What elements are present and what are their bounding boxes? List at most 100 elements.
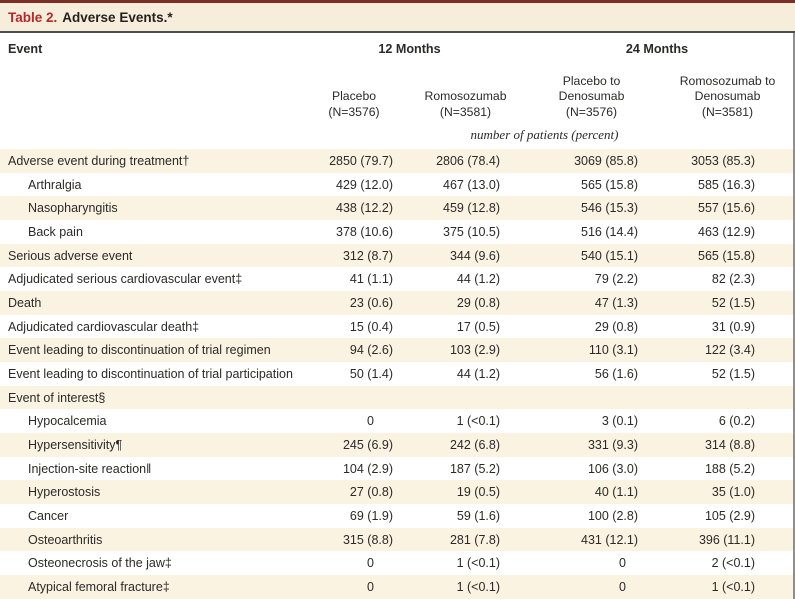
table-row: Injection-site reaction‖ 104 (2.9) 187 (…	[0, 457, 793, 481]
column-header-romosozumab-to-denosumab: Romosozumab to Denosumab (N=3581)	[679, 73, 776, 119]
value-cell-romosozumab: 1 (<0.1)	[456, 579, 500, 594]
value-cell-romosozumab: 459 (12.8)	[443, 201, 500, 216]
row-label: Adverse event during treatment†	[8, 153, 190, 168]
table-row: Back pain 378 (10.6) 375 (10.5) 516 (14.…	[0, 220, 793, 244]
value-cell-romosozumab-to-denosumab: 122 (3.4)	[704, 343, 755, 358]
value-cell-placebo: 94 (2.6)	[349, 343, 393, 358]
value-cell-placebo-to-denosumab: 100 (2.8)	[587, 508, 638, 523]
value-cell-placebo-to-denosumab: 106 (3.0)	[587, 461, 638, 476]
value-cell-romosozumab: 59 (1.6)	[456, 508, 500, 523]
column-header-placebo: Placebo (N=3576)	[328, 89, 380, 119]
value-cell-placebo-to-denosumab: 0	[619, 556, 626, 571]
value-cell-placebo: 429 (12.0)	[336, 177, 393, 192]
value-cell-placebo: 50 (1.4)	[349, 366, 393, 381]
value-cell-placebo-to-denosumab: 540 (15.1)	[581, 248, 638, 263]
value-cell-romosozumab: 1 (<0.1)	[456, 556, 500, 571]
table-row: Arthralgia 429 (12.0) 467 (13.0) 565 (15…	[0, 173, 793, 197]
row-label: Arthralgia	[28, 177, 82, 192]
value-cell-placebo-to-denosumab: 29 (0.8)	[594, 319, 638, 334]
table-row: Event leading to discontinuation of tria…	[0, 338, 793, 363]
value-cell-romosozumab-to-denosumab: 1 (<0.1)	[711, 579, 755, 594]
value-cell-romosozumab-to-denosumab: 3053 (85.3)	[691, 153, 755, 168]
value-cell-placebo-to-denosumab: 56 (1.6)	[594, 366, 638, 381]
value-cell-placebo: 0	[367, 556, 374, 571]
value-cell-romosozumab: 44 (1.2)	[456, 272, 500, 287]
value-cell-placebo-to-denosumab: 431 (12.1)	[581, 532, 638, 547]
table-row: Osteoarthritis 315 (8.8) 281 (7.8) 431 (…	[0, 527, 793, 552]
value-cell-romosozumab-to-denosumab: 52 (1.5)	[711, 295, 755, 310]
row-label: Injection-site reaction‖	[28, 461, 152, 476]
row-label: Event leading to discontinuation of tria…	[8, 343, 271, 358]
table-row: Cancer 69 (1.9) 59 (1.6) 100 (2.8) 105 (…	[0, 504, 793, 528]
value-cell-romosozumab-to-denosumab: 565 (15.8)	[698, 248, 755, 263]
table-row: Event leading to discontinuation of tria…	[0, 362, 793, 386]
row-label: Nasopharyngitis	[28, 201, 118, 216]
table-row: Hypersensitivity¶ 245 (6.9) 242 (6.8) 33…	[0, 433, 793, 457]
row-label: Adjudicated serious cardiovascular event…	[8, 272, 243, 287]
value-cell-romosozumab-to-denosumab: 188 (5.2)	[704, 461, 755, 476]
value-cell-romosozumab-to-denosumab: 557 (15.6)	[698, 201, 755, 216]
row-label: Hyperostosis	[28, 485, 101, 500]
value-cell-placebo: 245 (6.9)	[342, 437, 393, 452]
value-cell-placebo-to-denosumab: 565 (15.8)	[581, 177, 638, 192]
table-title-bar: Table 2. Adverse Events.*	[0, 0, 795, 33]
value-cell-romosozumab-to-denosumab: 105 (2.9)	[704, 508, 755, 523]
value-cell-placebo: 0	[367, 414, 374, 429]
value-cell-placebo: 0	[367, 579, 374, 594]
row-label: Adjudicated cardiovascular death‡	[8, 319, 200, 334]
group-header-24-months: 24 Months	[625, 42, 689, 56]
value-cell-romosozumab: 2806 (78.4)	[436, 153, 500, 168]
row-label: Cancer	[28, 508, 69, 523]
row-label: Osteoarthritis	[28, 532, 103, 547]
row-label: Osteonecrosis of the jaw‡	[28, 556, 172, 571]
value-cell-placebo: 41 (1.1)	[349, 272, 393, 287]
value-cell-romosozumab: 1 (<0.1)	[456, 414, 500, 429]
table-group-header-row: Event 12 Months 24 Months	[0, 33, 793, 63]
table-column-header-row: Placebo (N=3576) Romosozumab (N=3581) Pl…	[0, 63, 793, 121]
row-label: Event of interest§	[8, 390, 106, 405]
table-row: Event of interest§	[0, 385, 793, 410]
value-cell-romosozumab: 29 (0.8)	[456, 295, 500, 310]
value-cell-placebo-to-denosumab: 47 (1.3)	[594, 295, 638, 310]
value-cell-placebo: 27 (0.8)	[349, 485, 393, 500]
value-cell-romosozumab: 281 (7.8)	[449, 532, 500, 547]
value-cell-placebo: 69 (1.9)	[349, 508, 393, 523]
value-cell-romosozumab: 17 (0.5)	[456, 319, 500, 334]
units-note: number of patients (percent)	[470, 127, 619, 142]
value-cell-placebo: 2850 (79.7)	[329, 153, 393, 168]
table-row: Death 23 (0.6) 29 (0.8) 47 (1.3) 52 (1.5…	[0, 291, 793, 315]
value-cell-placebo-to-denosumab: 40 (1.1)	[594, 485, 638, 500]
row-label: Event leading to discontinuation of tria…	[8, 366, 293, 381]
value-cell-romosozumab: 19 (0.5)	[456, 485, 500, 500]
value-cell-romosozumab-to-denosumab: 82 (2.3)	[711, 272, 755, 287]
value-cell-placebo: 23 (0.6)	[349, 295, 393, 310]
row-label: Serious adverse event	[8, 248, 133, 263]
row-label: Hypersensitivity¶	[28, 437, 123, 452]
table-row: Hyperostosis 27 (0.8) 19 (0.5) 40 (1.1) …	[0, 480, 793, 505]
table-row: Serious adverse event 312 (8.7) 344 (9.6…	[0, 243, 793, 268]
value-cell-romosozumab-to-denosumab: 52 (1.5)	[711, 366, 755, 381]
value-cell-romosozumab: 44 (1.2)	[456, 366, 500, 381]
row-label: Hypocalcemia	[28, 414, 107, 429]
row-label: Death	[8, 295, 42, 310]
value-cell-placebo-to-denosumab: 0	[619, 579, 626, 594]
value-cell-placebo-to-denosumab: 3069 (85.8)	[574, 153, 638, 168]
value-cell-romosozumab-to-denosumab: 585 (16.3)	[698, 177, 755, 192]
row-label: Back pain	[28, 224, 83, 239]
value-cell-placebo-to-denosumab: 3 (0.1)	[601, 414, 638, 429]
group-header-12-months: 12 Months	[378, 42, 441, 56]
value-cell-romosozumab-to-denosumab: 463 (12.9)	[698, 224, 755, 239]
value-cell-placebo: 438 (12.2)	[336, 201, 393, 216]
value-cell-placebo: 378 (10.6)	[336, 224, 393, 239]
value-cell-romosozumab: 187 (5.2)	[449, 461, 500, 476]
row-label: Atypical femoral fracture‡	[28, 579, 170, 594]
value-cell-placebo: 312 (8.7)	[342, 248, 393, 263]
table-number-label: Table 2.	[8, 9, 58, 25]
table-title-text: Adverse Events.*	[62, 9, 173, 25]
value-cell-romosozumab-to-denosumab: 314 (8.8)	[704, 437, 755, 452]
table-body: Adverse event during treatment† 2850 (79…	[0, 149, 793, 599]
table-row: Nasopharyngitis 438 (12.2) 459 (12.8) 54…	[0, 196, 793, 221]
value-cell-romosozumab-to-denosumab: 6 (0.2)	[718, 414, 755, 429]
value-cell-romosozumab-to-denosumab: 2 (<0.1)	[711, 556, 755, 571]
